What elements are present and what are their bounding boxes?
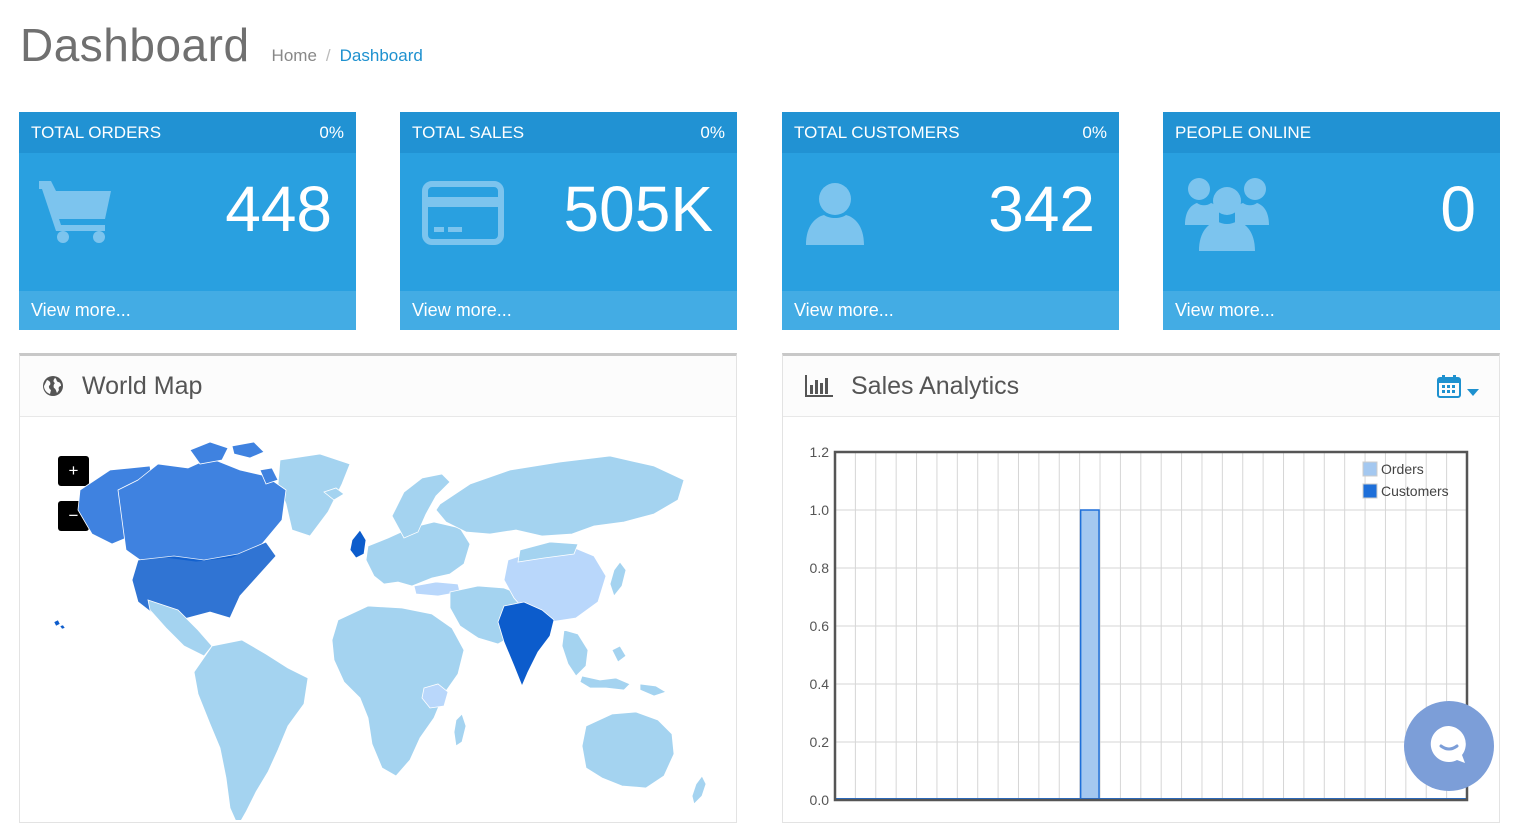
tile-body: 448 (19, 153, 356, 291)
tile-body: 0 (1163, 153, 1500, 291)
view-more-link[interactable]: View more... (19, 291, 356, 330)
tile-percent: 0% (319, 122, 344, 142)
map-russia (435, 455, 685, 537)
tile-value: 342 (988, 173, 1095, 245)
world-map-panel: World Map + − (19, 353, 737, 823)
map-south-america (193, 639, 309, 820)
y-tick-label: 0.6 (810, 618, 830, 634)
y-tick-label: 0.8 (810, 560, 830, 576)
map-india (497, 601, 555, 688)
users-icon (1185, 175, 1269, 256)
sales-chart: 1.2 1.0 0.8 0.6 0.4 0.2 0.0 Orders Customers (810, 444, 1469, 808)
map-japan (609, 561, 627, 597)
breadcrumb-separator: / (325, 46, 331, 65)
panel-header: World Map (20, 356, 736, 417)
zoom-in-button[interactable]: + (58, 456, 89, 486)
plot-border (833, 450, 1469, 802)
tile-title: TOTAL SALES (412, 122, 525, 142)
tile-header: PEOPLE ONLINE (1163, 112, 1500, 153)
map-canada-islands (189, 441, 279, 485)
panel-header: Sales Analytics (783, 356, 1499, 417)
view-more-link[interactable]: View more... (782, 291, 1119, 330)
tile-body: 505K (400, 153, 737, 291)
view-more-link[interactable]: View more... (1163, 291, 1500, 330)
y-tick-label: 0.0 (810, 792, 830, 808)
map-madagascar (453, 713, 467, 747)
tile-body: 342 (782, 153, 1119, 291)
bar-orders-highlight (1079, 509, 1100, 801)
shopping-cart-icon (33, 179, 113, 248)
tile-people-online: PEOPLE ONLINE 0 View more... (1163, 112, 1500, 330)
legend-label: Customers (1381, 483, 1449, 499)
bar-chart-icon (805, 375, 833, 397)
map-usa (131, 541, 277, 621)
panel-title: Sales Analytics (851, 371, 1020, 400)
tile-header: TOTAL SALES 0% (400, 112, 737, 153)
caret-down-icon (1467, 375, 1479, 404)
calendar-icon (1437, 374, 1461, 405)
tile-title: TOTAL CUSTOMERS (794, 122, 960, 142)
y-tick-label: 1.0 (810, 502, 830, 518)
map-se-asia (561, 629, 589, 677)
credit-card-icon (422, 181, 504, 250)
legend-label: Orders (1381, 461, 1424, 477)
chat-icon (1429, 724, 1469, 769)
map-mongolia (517, 541, 579, 563)
y-tick-label: 1.2 (810, 444, 830, 460)
legend-swatch (1362, 461, 1378, 477)
tile-total-orders: TOTAL ORDERS 0% 448 View more... (19, 112, 356, 330)
y-tick-label: 0.4 (810, 676, 830, 692)
breadcrumb: Home / Dashboard (272, 46, 423, 66)
date-range-dropdown[interactable] (1437, 374, 1479, 405)
tile-value: 448 (225, 173, 332, 245)
user-icon (804, 181, 866, 252)
globe-icon (42, 375, 64, 397)
tile-total-sales: TOTAL SALES 0% 505K View more... (400, 112, 737, 330)
map-scandinavia (391, 473, 451, 539)
map-africa (331, 605, 465, 777)
map-tanzania (421, 683, 449, 709)
world-map[interactable] (20, 420, 736, 820)
sales-analytics-panel: Sales Analytics 1.2 1.0 0.8 0.6 0.4 0.2 0.0 (782, 353, 1500, 823)
breadcrumb-dashboard-link[interactable]: Dashboard (339, 46, 423, 65)
tile-header: TOTAL CUSTOMERS 0% (782, 112, 1119, 153)
tile-title: TOTAL ORDERS (31, 122, 162, 142)
tile-title: PEOPLE ONLINE (1175, 122, 1312, 142)
tile-value: 505K (563, 173, 713, 245)
map-new-zealand (691, 775, 707, 805)
view-more-link[interactable]: View more... (400, 291, 737, 330)
page-header: Dashboard Home / Dashboard (20, 18, 423, 72)
tile-percent: 0% (1082, 122, 1107, 142)
tile-value: 0 (1440, 173, 1476, 245)
chat-widget-button[interactable] (1404, 701, 1494, 791)
map-indonesia (579, 645, 667, 697)
legend-swatch (1362, 483, 1378, 499)
tile-percent: 0% (700, 122, 725, 142)
map-uk (349, 529, 367, 559)
panel-title: World Map (82, 371, 203, 400)
map-hawaii (53, 619, 66, 630)
map-australia (581, 711, 675, 789)
breadcrumb-home-link[interactable]: Home (271, 46, 317, 65)
page-title: Dashboard (20, 19, 250, 71)
map-mexico (147, 599, 213, 657)
tile-header: TOTAL ORDERS 0% (19, 112, 356, 153)
map-iceland (323, 487, 345, 501)
tile-total-customers: TOTAL CUSTOMERS 0% 342 View more... (782, 112, 1119, 330)
y-tick-label: 0.2 (810, 734, 830, 750)
